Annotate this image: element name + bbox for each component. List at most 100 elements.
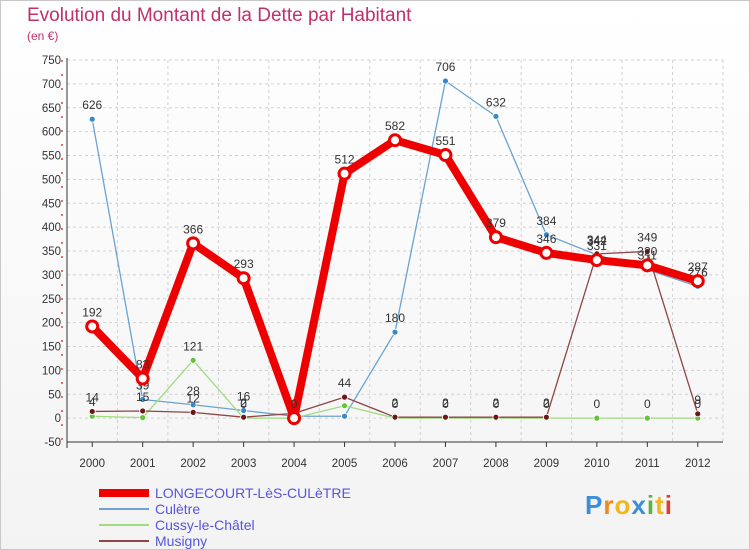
- proxiti-logo: Proxiti: [585, 490, 673, 521]
- data-label: 192: [82, 305, 102, 319]
- y-tick-label: 150: [42, 342, 61, 354]
- data-point: [240, 413, 248, 421]
- data-label: 2: [392, 396, 399, 410]
- data-point: [236, 271, 251, 286]
- data-label: 9: [694, 393, 701, 407]
- data-label: 0: [442, 397, 449, 411]
- data-point: [189, 401, 197, 409]
- data-point: [88, 115, 96, 123]
- data-label: 287: [688, 260, 708, 274]
- data-label: 0: [543, 397, 550, 411]
- y-tick-label: -50: [44, 437, 61, 449]
- data-label: 0: [291, 397, 298, 411]
- data-label: 0: [594, 397, 601, 411]
- data-label: 14: [86, 390, 100, 404]
- data-label: 331: [587, 239, 607, 253]
- data-point: [492, 112, 500, 120]
- data-point: [539, 245, 554, 260]
- data-point: [341, 412, 348, 420]
- data-point: [139, 414, 147, 422]
- data-label: 4: [89, 395, 96, 409]
- data-point: [542, 413, 550, 421]
- data-label: 551: [435, 134, 455, 148]
- data-point: [139, 396, 147, 403]
- x-tick-label: 2006: [382, 458, 408, 470]
- x-tick-label: 2008: [483, 458, 509, 470]
- chart-title: Evolution du Montant de la Dette par Hab…: [27, 5, 412, 26]
- data-point: [643, 414, 651, 422]
- data-label: 344: [587, 233, 607, 247]
- data-label: 44: [338, 376, 352, 390]
- data-label: 180: [385, 311, 405, 325]
- data-point: [189, 356, 197, 364]
- legend-label: Cussy-le-Châtel: [155, 517, 255, 533]
- legend-label: Musigny: [155, 533, 208, 549]
- data-label: 293: [234, 257, 254, 271]
- logo-letter: r: [603, 490, 615, 520]
- data-label: 0: [392, 397, 399, 411]
- data-label: 632: [486, 95, 506, 109]
- y-tick-label: 300: [42, 270, 61, 282]
- y-tick-label: 750: [42, 55, 61, 67]
- data-label: 2: [543, 396, 550, 410]
- data-point: [88, 408, 96, 415]
- data-point: [85, 319, 100, 334]
- data-label: 0: [240, 397, 247, 411]
- data-label: 582: [385, 119, 405, 133]
- data-label: 15: [136, 390, 150, 404]
- data-point: [341, 393, 348, 401]
- legend-label: Culètre: [155, 501, 201, 517]
- data-label: 626: [82, 98, 102, 112]
- series-line: [88, 136, 702, 423]
- x-tick-label: 2005: [332, 458, 358, 470]
- x-tick-label: 2011: [635, 458, 660, 470]
- data-point: [694, 410, 702, 418]
- logo-letter: x: [631, 490, 647, 520]
- data-point: [391, 328, 399, 336]
- data-point: [287, 411, 302, 426]
- data-point: [186, 236, 201, 251]
- data-label: 512: [335, 153, 355, 167]
- data-point: [135, 371, 150, 386]
- data-point: [139, 407, 147, 415]
- data-point: [189, 408, 197, 416]
- data-label: 0: [493, 397, 500, 411]
- chart-unit: (en €): [27, 29, 59, 43]
- x-tick-label: 2000: [79, 458, 105, 470]
- data-point: [240, 407, 248, 414]
- data-point: [589, 253, 604, 268]
- logo-letter: P: [585, 490, 604, 520]
- y-tick-label: 0: [55, 413, 61, 425]
- data-label: 2: [442, 396, 449, 410]
- data-label: 16: [237, 389, 251, 403]
- data-point: [341, 402, 348, 410]
- y-tick-label: 250: [42, 294, 61, 306]
- data-label: 0: [644, 397, 651, 411]
- data-point: [640, 258, 655, 273]
- data-label: 2: [240, 396, 247, 410]
- y-tick-label: 450: [42, 198, 61, 210]
- legend-label: LONGECOURT-LèS-CULèTRE: [155, 485, 351, 501]
- data-point: [643, 248, 651, 255]
- data-point: [388, 133, 402, 148]
- logo-letter: i: [646, 490, 656, 520]
- data-label: 2: [493, 396, 500, 410]
- data-label: 0: [694, 397, 701, 411]
- data-point: [391, 413, 399, 421]
- data-label: 379: [486, 216, 506, 230]
- legend-swatch: [99, 508, 149, 510]
- data-label: 83: [136, 357, 150, 371]
- data-label: 349: [637, 230, 657, 244]
- logo-letter: o: [614, 490, 632, 520]
- y-tick-label: 600: [42, 127, 61, 139]
- data-point: [442, 77, 449, 85]
- data-label: 346: [536, 232, 556, 246]
- data-label: 342: [587, 234, 607, 248]
- x-tick-label: 2004: [281, 458, 307, 470]
- y-tick-label: 100: [42, 365, 61, 377]
- data-point: [492, 413, 500, 421]
- x-tick-label: 2012: [685, 458, 711, 470]
- y-tick-label: 50: [48, 389, 61, 401]
